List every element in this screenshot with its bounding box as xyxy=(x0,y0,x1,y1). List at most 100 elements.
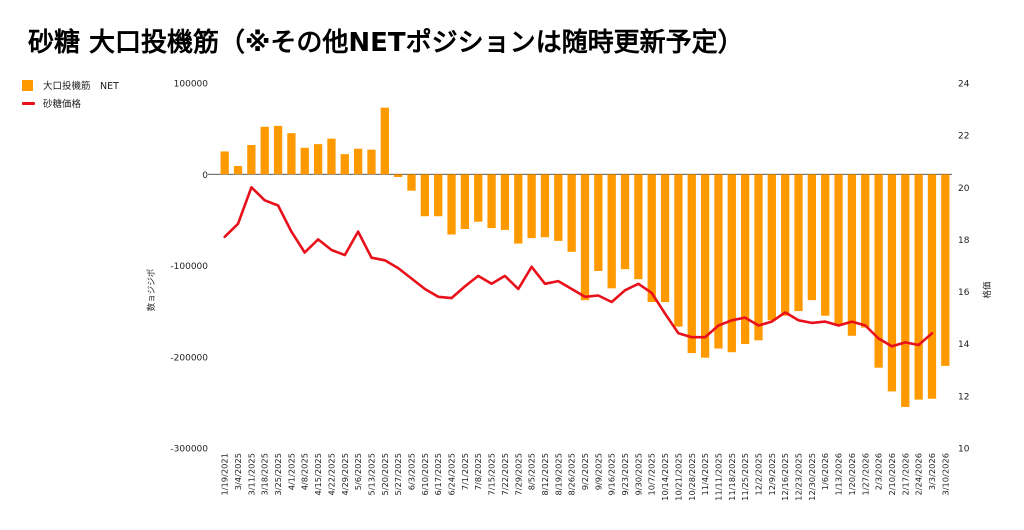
left-tick-label: -300000 xyxy=(170,445,208,455)
x-tick-label: 3/4/2025 xyxy=(233,453,243,490)
bar xyxy=(233,166,243,175)
right-tick-label: 22 xyxy=(958,132,969,142)
x-tick-label: 6/3/2025 xyxy=(407,453,417,490)
x-tick-label: 1/13/2026 xyxy=(834,453,844,496)
x-tick-label: 3/18/2025 xyxy=(260,453,270,496)
x-tick-label: 12/2/2025 xyxy=(753,453,763,496)
x-tick-label: 3/25/2025 xyxy=(273,453,283,496)
x-tick-label: 9/2/2025 xyxy=(580,453,590,490)
left-tick-label: 0 xyxy=(202,171,208,181)
right-tick-label: 16 xyxy=(958,288,970,298)
x-tick-label: 7/22/2025 xyxy=(500,453,510,496)
legend-swatch-bar xyxy=(22,79,33,91)
chart-legend: 大口投機筋 NET 砂糖価格 xyxy=(22,76,119,112)
legend-swatch-line xyxy=(22,101,35,105)
bar xyxy=(927,174,937,399)
bar xyxy=(901,174,910,407)
bar xyxy=(647,174,656,302)
left-tick-label: -200000 xyxy=(170,353,208,363)
x-tick-label: 4/1/2025 xyxy=(286,453,296,490)
x-tick-label: 6/17/2025 xyxy=(433,453,443,496)
x-tick-label: 4/22/2025 xyxy=(326,453,336,496)
x-tick-label: 8/5/2025 xyxy=(527,453,537,490)
x-tick-label: 4/8/2025 xyxy=(300,453,310,490)
left-tick-label: 100000 xyxy=(174,80,209,90)
bar xyxy=(781,174,790,316)
bar xyxy=(247,145,256,175)
x-tick-label: 12/16/2025 xyxy=(780,453,790,501)
legend-label-bar: 大口投機筋 NET xyxy=(43,81,119,92)
bar xyxy=(273,125,283,175)
x-tick-label: 10/7/2025 xyxy=(647,453,657,496)
bar xyxy=(313,144,323,175)
bar xyxy=(660,174,670,302)
bar xyxy=(861,174,870,328)
bar xyxy=(367,149,376,175)
price-line xyxy=(223,186,934,348)
bar xyxy=(500,174,510,230)
bar xyxy=(687,174,696,354)
x-tick-label: 11/25/2025 xyxy=(740,453,750,501)
bar xyxy=(794,174,803,312)
bar xyxy=(714,174,723,349)
x-tick-label: 9/30/2025 xyxy=(633,453,643,496)
x-tick-label: 12/23/2025 xyxy=(794,453,804,501)
x-tick-label: 1/20/2026 xyxy=(847,453,857,496)
x-tick-label: 10/21/2025 xyxy=(673,453,683,501)
x-tick-label: 9/23/2025 xyxy=(620,453,630,496)
right-tick-label: 10 xyxy=(958,445,970,455)
x-tick-label: 10/14/2025 xyxy=(660,453,670,501)
bar xyxy=(727,174,736,353)
x-tick-label: 3/10/2026 xyxy=(940,453,950,496)
bar xyxy=(487,174,496,229)
x-tick-label: 5/27/2025 xyxy=(393,453,403,496)
bar xyxy=(821,174,830,316)
bar xyxy=(674,174,683,327)
x-tick-label: 1/27/2026 xyxy=(860,453,870,496)
x-tick-label: 6/24/2025 xyxy=(447,453,457,496)
bar xyxy=(474,174,483,222)
x-tick-label: 11/18/2025 xyxy=(727,453,737,501)
bar xyxy=(594,174,603,271)
bar xyxy=(407,174,416,191)
x-tick-label: 7/1/2025 xyxy=(460,453,470,490)
bar xyxy=(353,148,363,175)
bar xyxy=(767,174,776,321)
bar xyxy=(741,174,750,344)
bar xyxy=(754,174,763,341)
right-tick-label: 20 xyxy=(958,184,970,194)
x-axis: 1/19/2021 3/4/2025 3/11/2025 3/18/2025 3/25/… xyxy=(220,453,951,501)
x-tick-label: 6/10/2025 xyxy=(420,453,430,496)
bar xyxy=(874,174,883,368)
x-tick-label: 9/9/2025 xyxy=(593,453,603,490)
bar-series xyxy=(220,107,950,407)
bar xyxy=(567,174,576,252)
x-tick-label: 7/29/2025 xyxy=(513,453,523,496)
bar xyxy=(300,147,309,175)
x-tick-label: 3/3/2026 xyxy=(927,453,937,490)
x-tick-label: 7/15/2025 xyxy=(487,453,497,496)
bar xyxy=(260,126,269,175)
bar xyxy=(514,174,523,244)
right-axis: 24 22 20 18 16 14 12 10 xyxy=(958,80,970,455)
right-axis-label: 格価 xyxy=(982,281,993,299)
bar xyxy=(460,174,470,229)
x-tick-label: 11/11/2025 xyxy=(713,453,723,501)
bar xyxy=(847,174,857,336)
bar xyxy=(807,174,817,301)
bar xyxy=(620,174,630,270)
bar xyxy=(540,174,550,238)
legend-label-line: 砂糖価格 xyxy=(43,99,82,110)
bar xyxy=(380,107,389,175)
x-tick-label: 4/29/2025 xyxy=(340,453,350,496)
x-tick-label: 2/17/2026 xyxy=(900,453,910,496)
bar xyxy=(834,174,843,325)
x-tick-label: 2/24/2026 xyxy=(914,453,924,496)
x-tick-label: 8/19/2025 xyxy=(553,453,563,496)
bar xyxy=(220,151,229,175)
bar xyxy=(887,174,897,392)
x-tick-label: 7/8/2025 xyxy=(473,453,483,490)
x-tick-label: 5/13/2025 xyxy=(366,453,376,496)
legend-item-bar: 大口投機筋 NET xyxy=(22,76,119,94)
